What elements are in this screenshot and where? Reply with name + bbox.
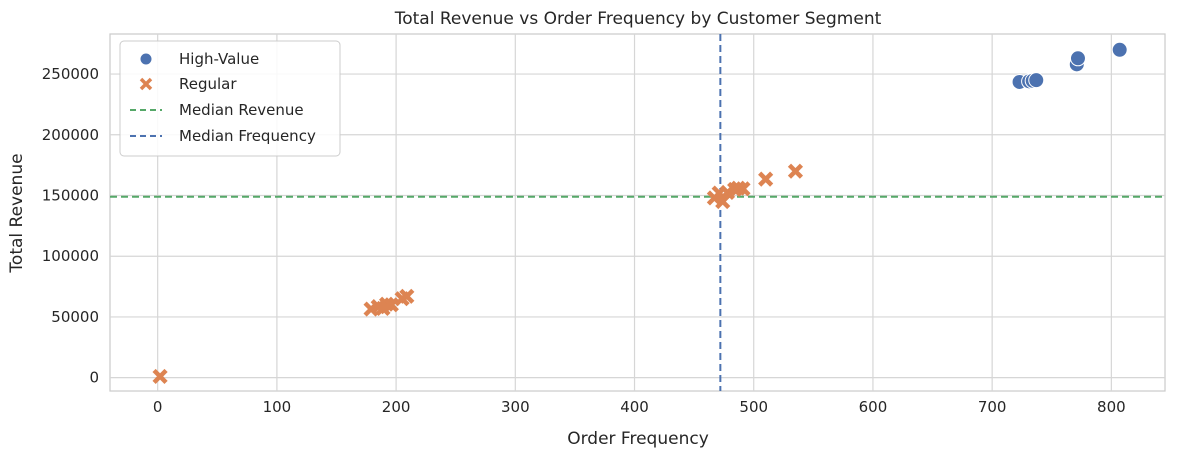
high-value-point <box>1111 41 1128 58</box>
x-tick-label: 500 <box>739 398 768 416</box>
regular-point <box>152 368 168 385</box>
legend-marker-regular <box>139 77 153 91</box>
y-tick-label: 100000 <box>42 247 99 265</box>
y-tick-label: 150000 <box>42 187 99 205</box>
y-tick-label: 250000 <box>42 65 99 83</box>
x-tick-label: 800 <box>1097 398 1126 416</box>
x-tick-label: 0 <box>153 398 163 416</box>
legend: High-Value Regular Median Revenue Median Fr… <box>119 40 341 157</box>
x-tick-label: 100 <box>263 398 292 416</box>
y-tick-label: 50000 <box>51 308 99 326</box>
regular-point <box>383 297 399 313</box>
legend-label: High-Value <box>179 50 259 68</box>
reference-lines <box>110 34 1165 391</box>
x-axis-ticks: 0 100 200 300 400 500 600 700 800 <box>153 398 1126 416</box>
x-axis-label: Order Frequency <box>567 429 709 449</box>
high-value-point <box>1028 72 1045 89</box>
legend-label: Median Revenue <box>179 101 304 119</box>
regular-point <box>399 288 415 304</box>
legend-label: Regular <box>179 75 237 93</box>
chart-title: Total Revenue vs Order Frequency by Cust… <box>394 9 882 29</box>
x-tick-label: 200 <box>382 398 411 416</box>
legend-box <box>119 40 341 157</box>
x-tick-label: 600 <box>859 398 888 416</box>
regular-point <box>715 193 731 210</box>
regular-point <box>787 163 804 179</box>
y-axis-ticks: 0 50000 100000 150000 200000 250000 <box>42 65 99 387</box>
x-tick-label: 400 <box>620 398 649 416</box>
legend-label: Median Frequency <box>179 127 316 145</box>
x-tick-label: 300 <box>501 398 530 416</box>
y-tick-label: 200000 <box>42 126 99 144</box>
legend-marker-high-value <box>139 52 153 66</box>
regular-point <box>758 171 774 187</box>
y-axis-label: Total Revenue <box>7 153 27 273</box>
regular-point <box>735 181 751 197</box>
x-tick-label: 700 <box>978 398 1007 416</box>
high-value-point <box>1069 50 1086 67</box>
data-points <box>152 41 1128 385</box>
y-tick-label: 0 <box>89 369 99 387</box>
